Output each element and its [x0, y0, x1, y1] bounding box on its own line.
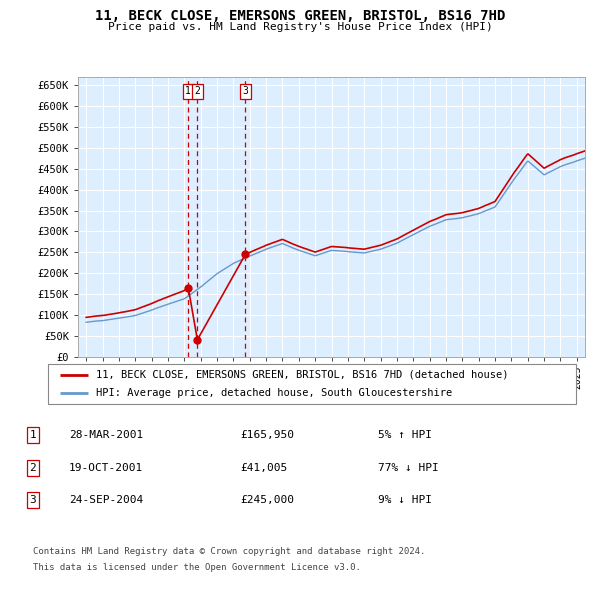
- Text: 24-SEP-2004: 24-SEP-2004: [69, 496, 143, 505]
- Text: 28-MAR-2001: 28-MAR-2001: [69, 431, 143, 440]
- Text: £41,005: £41,005: [240, 463, 287, 473]
- Text: £165,950: £165,950: [240, 431, 294, 440]
- Text: 11, BECK CLOSE, EMERSONS GREEN, BRISTOL, BS16 7HD (detached house): 11, BECK CLOSE, EMERSONS GREEN, BRISTOL,…: [95, 370, 508, 380]
- Text: 11, BECK CLOSE, EMERSONS GREEN, BRISTOL, BS16 7HD: 11, BECK CLOSE, EMERSONS GREEN, BRISTOL,…: [95, 9, 505, 23]
- Text: Contains HM Land Registry data © Crown copyright and database right 2024.: Contains HM Land Registry data © Crown c…: [33, 547, 425, 556]
- Text: 3: 3: [242, 86, 248, 96]
- Text: 5% ↑ HPI: 5% ↑ HPI: [378, 431, 432, 440]
- Text: 3: 3: [29, 496, 37, 505]
- Text: Price paid vs. HM Land Registry's House Price Index (HPI): Price paid vs. HM Land Registry's House …: [107, 22, 493, 32]
- Text: 19-OCT-2001: 19-OCT-2001: [69, 463, 143, 473]
- Text: 2: 2: [29, 463, 37, 473]
- Text: £245,000: £245,000: [240, 496, 294, 505]
- Text: 9% ↓ HPI: 9% ↓ HPI: [378, 496, 432, 505]
- Text: 1: 1: [29, 431, 37, 440]
- Text: 1: 1: [185, 86, 191, 96]
- Text: 2: 2: [194, 86, 200, 96]
- Text: This data is licensed under the Open Government Licence v3.0.: This data is licensed under the Open Gov…: [33, 563, 361, 572]
- Text: HPI: Average price, detached house, South Gloucestershire: HPI: Average price, detached house, Sout…: [95, 388, 452, 398]
- Text: 77% ↓ HPI: 77% ↓ HPI: [378, 463, 439, 473]
